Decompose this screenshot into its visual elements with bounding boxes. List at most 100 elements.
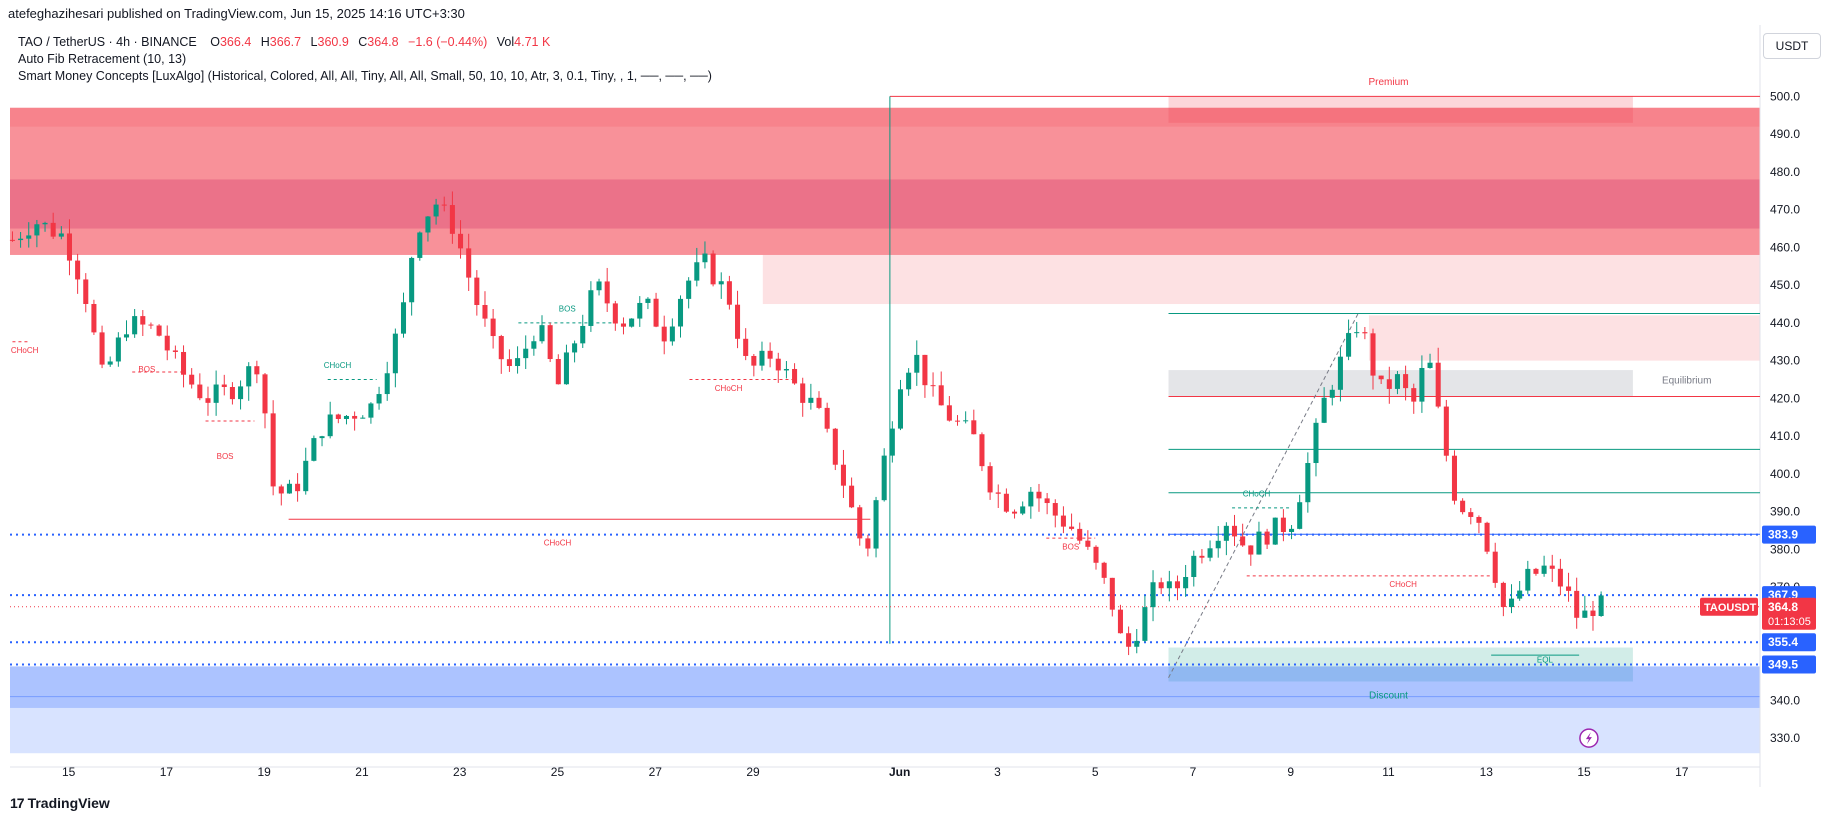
candle-up: [596, 278, 602, 296]
candle-body: [702, 253, 708, 263]
candle-down: [767, 342, 773, 368]
candle-body: [1590, 610, 1596, 617]
candle-body: [897, 389, 904, 429]
candle-down: [441, 196, 447, 212]
x-tick-label: 5: [1092, 765, 1099, 779]
candle-body: [816, 397, 822, 408]
candle-up: [523, 335, 529, 370]
level-price-badge: [1762, 525, 1816, 544]
candle-down: [987, 462, 993, 500]
candle-body: [1370, 333, 1376, 376]
currency-button[interactable]: USDT: [1763, 33, 1821, 59]
candle-body: [906, 372, 912, 390]
candle-down: [1484, 521, 1490, 555]
candle-body: [1582, 610, 1588, 618]
candle-body: [466, 248, 472, 278]
annotation-label: CHoCH: [544, 539, 572, 548]
candle-up: [425, 216, 431, 242]
chart-legend: TAO / TetherUS · 4h · BINANCE O366.4 H36…: [18, 34, 712, 85]
candle-body: [1517, 590, 1523, 599]
candle-up: [669, 318, 675, 346]
candle-body: [148, 324, 154, 326]
candle-body: [319, 436, 325, 439]
x-tick-label: 7: [1190, 765, 1197, 779]
candle-up: [897, 379, 904, 431]
candle-body: [1329, 389, 1335, 398]
candle-body: [335, 414, 341, 419]
candle-body: [954, 420, 961, 422]
x-tick-label: Jun: [889, 765, 910, 779]
candle-up: [1166, 570, 1172, 602]
candle-down: [1240, 523, 1246, 547]
candle-down: [1231, 514, 1238, 546]
symbol-label[interactable]: TAO / TetherUS · 4h · BINANCE: [18, 35, 197, 49]
candle-up: [1028, 487, 1034, 519]
candle-body: [458, 233, 464, 249]
candle-up: [1419, 355, 1425, 413]
candle-up: [1582, 595, 1588, 618]
tradingview-logo[interactable]: 17 TradingView: [10, 795, 110, 811]
candle-down: [1199, 549, 1205, 564]
volume-value: 4.71 K: [514, 35, 551, 49]
candle-body: [50, 222, 56, 237]
supply-zone-recent: [1368, 315, 1760, 361]
demand-zone-inner: [10, 666, 1760, 708]
candle-body: [963, 420, 969, 422]
candle-body: [1166, 581, 1172, 589]
candle-body: [1223, 525, 1229, 541]
candle-up: [343, 414, 350, 425]
candle-down: [140, 310, 146, 337]
indicator-smc[interactable]: Smart Money Concepts [LuxAlgo] (Historic…: [18, 69, 712, 83]
zones-layer: [10, 96, 1760, 754]
candle-body: [1508, 598, 1515, 608]
candle-up: [873, 496, 879, 558]
candle-body: [1134, 640, 1140, 647]
x-tick-label: 27: [649, 765, 663, 779]
candle-up: [645, 297, 651, 310]
candle-body: [262, 374, 268, 414]
y-tick-label: 410.0: [1770, 429, 1800, 443]
candle-down: [474, 270, 480, 316]
candle-body: [1109, 577, 1115, 610]
candle-body: [66, 233, 72, 261]
annotation-label: BOS: [217, 452, 234, 461]
change-value: −1.6 (−0.44%): [408, 35, 488, 49]
candle-body: [205, 398, 211, 403]
level-price-label: 355.4: [1768, 635, 1798, 649]
premium-zone: [1168, 96, 1633, 123]
candle-body: [1305, 463, 1311, 503]
candle-up: [319, 435, 325, 447]
candle-body: [531, 341, 537, 349]
price-chart[interactable]: Premium Equilibrium Discount CHoCH BOS BOS CHo…: [0, 0, 1835, 790]
low-value: 360.9: [317, 35, 349, 49]
candle-body: [572, 343, 578, 353]
candle-up: [637, 296, 643, 327]
candle-down: [1126, 626, 1132, 656]
candle-up: [368, 402, 374, 424]
candle-body: [539, 325, 545, 342]
candle-up: [914, 340, 920, 386]
candle-up: [303, 447, 309, 495]
candle-body: [849, 485, 855, 508]
annotation-label: BOS: [138, 365, 155, 374]
candle-body: [1443, 406, 1449, 456]
candle-down: [661, 315, 667, 355]
candle-up: [1598, 591, 1604, 617]
y-tick-label: 420.0: [1770, 391, 1800, 405]
indicator-fib[interactable]: Auto Fib Retracement (10, 13): [18, 52, 187, 66]
candle-body: [792, 368, 798, 384]
candle-up: [417, 231, 423, 261]
supply-zone-outer: [10, 107, 1760, 255]
candle-body: [1468, 512, 1474, 517]
candle-down: [1451, 450, 1458, 505]
candles-layer: [9, 191, 1604, 656]
candle-body: [971, 420, 977, 435]
candle-down: [205, 386, 211, 416]
candle-body: [1346, 333, 1352, 357]
candle-body: [400, 302, 407, 334]
candle-body: [343, 415, 350, 419]
candle-body: [409, 257, 415, 303]
x-tick-label: 23: [453, 765, 467, 779]
candle-down: [148, 322, 154, 329]
candle-body: [995, 492, 1001, 494]
